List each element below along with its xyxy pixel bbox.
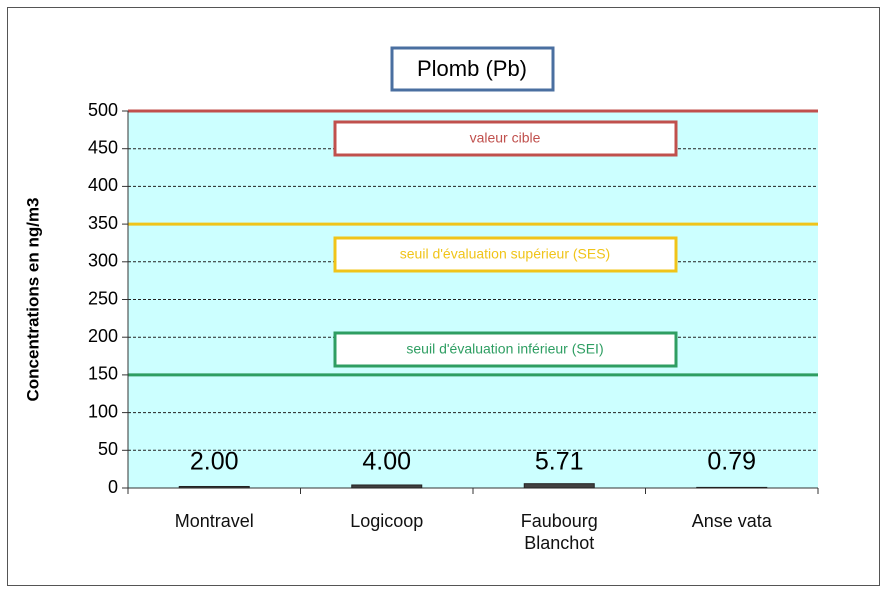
bar (696, 486, 768, 489)
x-tick-label: Anse vata (691, 511, 772, 531)
bar (523, 483, 595, 489)
value-label: 2.00 (190, 448, 239, 476)
y-tick-label: 400 (88, 175, 118, 195)
y-tick-label: 50 (98, 439, 118, 459)
threshold-box (333, 331, 678, 368)
value-label: 4.00 (362, 448, 411, 476)
y-tick-label: 100 (88, 401, 118, 421)
value-label: 0.79 (707, 448, 756, 476)
y-tick-label: 350 (88, 213, 118, 233)
threshold-label: valeur cible (470, 130, 541, 146)
y-tick-label: 450 (88, 137, 118, 157)
threshold-box (333, 120, 678, 157)
bar (351, 484, 423, 489)
title-box (390, 46, 555, 92)
y-tick-label: 0 (108, 477, 118, 497)
y-axis-label: Concentrations en ng/m3 (23, 197, 42, 401)
bar (178, 485, 250, 489)
threshold-box (333, 236, 678, 273)
x-tick-label: Faubourg Blanchot (520, 511, 598, 553)
x-tick-label: Logicoop (350, 511, 424, 531)
threshold-label: seuil d'évaluation supérieur (SES) (400, 246, 610, 262)
threshold-label: seuil d'évaluation inférieur (SEI) (406, 341, 603, 357)
y-tick-label: 300 (88, 251, 118, 271)
y-tick-label: 500 (88, 100, 118, 120)
value-label: 5.71 (535, 448, 584, 476)
y-tick-label: 250 (88, 288, 118, 308)
chart-title: Plomb (Pb) (417, 56, 527, 81)
y-tick-label: 150 (88, 364, 118, 384)
x-tick-label: Montravel (174, 511, 254, 531)
y-tick-label: 200 (88, 326, 118, 346)
